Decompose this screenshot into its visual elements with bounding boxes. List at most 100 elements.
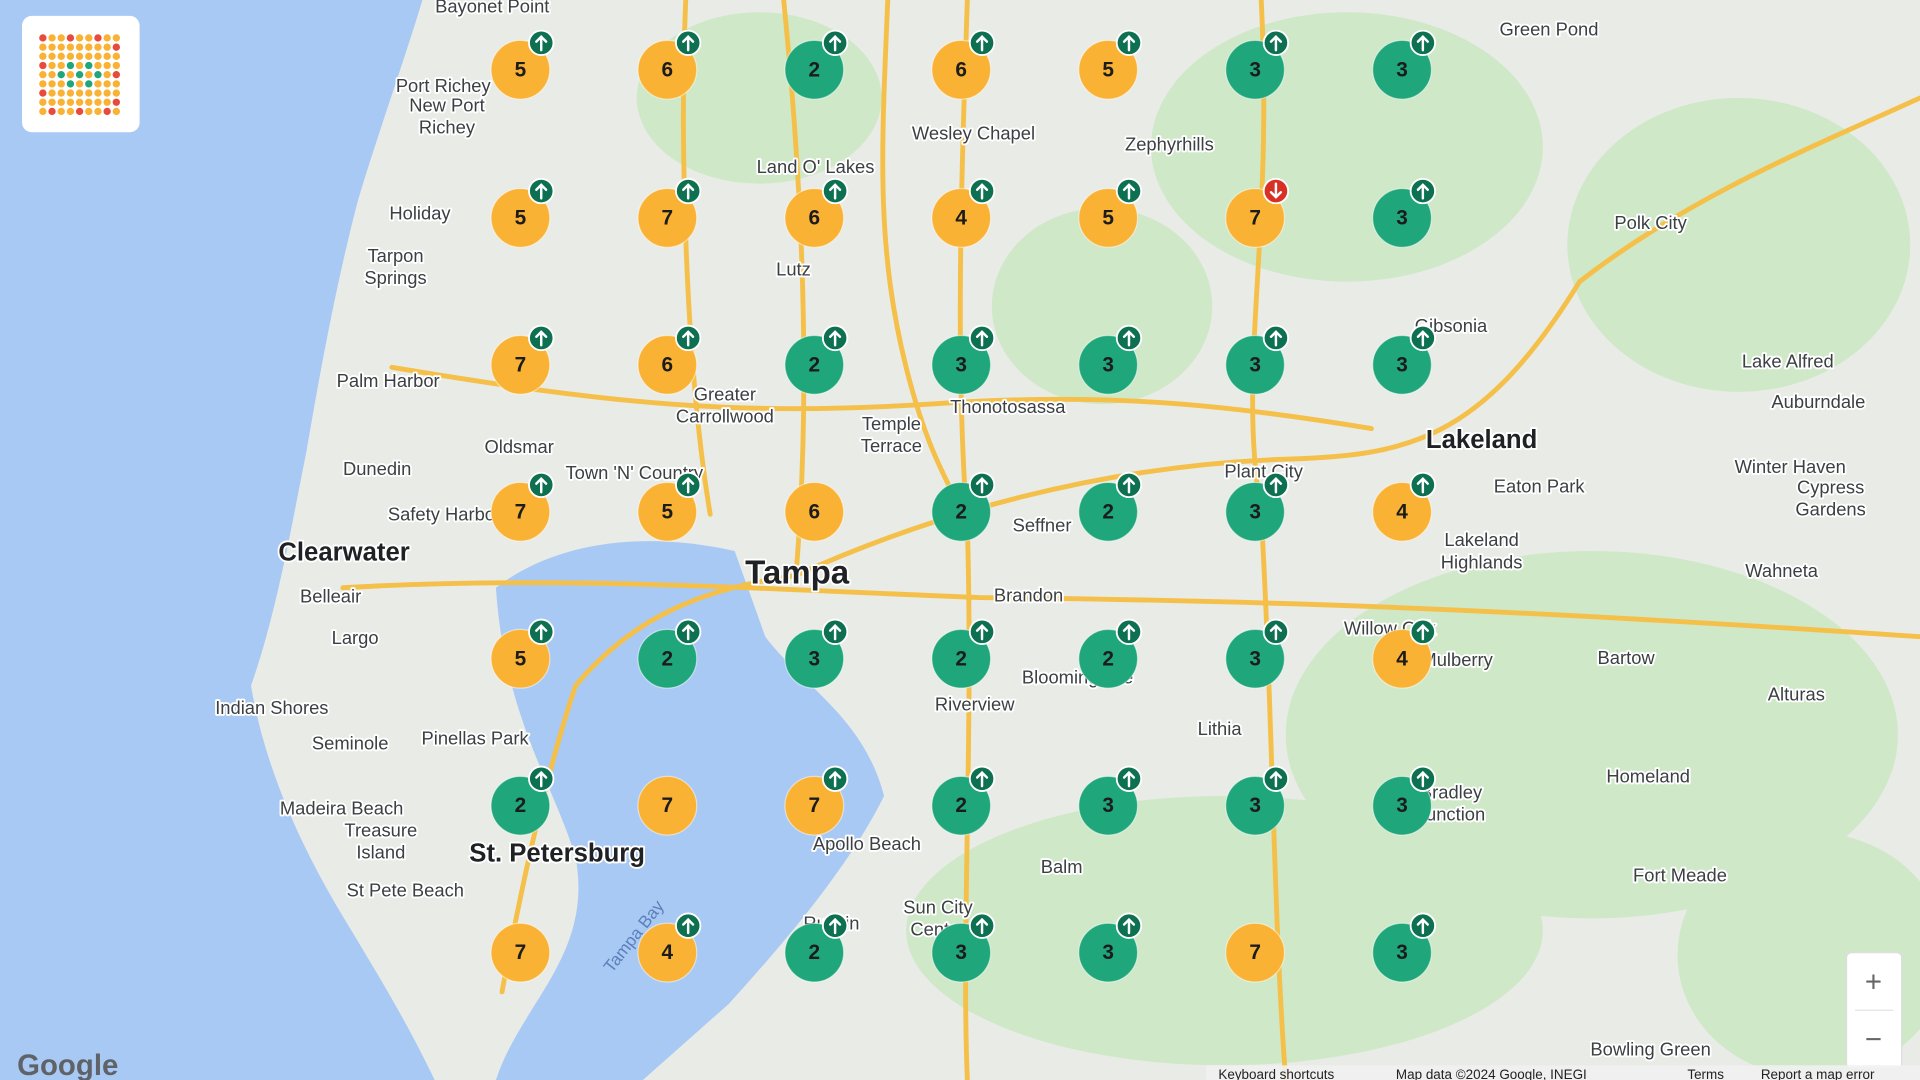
rank-label[interactable]: 2 xyxy=(515,794,527,817)
rank-label[interactable]: 4 xyxy=(955,206,967,229)
app-logo[interactable] xyxy=(22,15,140,133)
ranking-marker[interactable]: 3 xyxy=(1372,324,1437,395)
rank-label[interactable]: 2 xyxy=(808,941,820,964)
rank-label[interactable]: 2 xyxy=(955,647,967,670)
marker-pin[interactable] xyxy=(637,481,698,542)
ranking-marker[interactable]: 6 xyxy=(784,177,849,248)
marker-pin[interactable] xyxy=(637,775,698,836)
rank-label[interactable]: 3 xyxy=(1396,206,1408,229)
ranking-marker[interactable]: 5 xyxy=(490,29,555,100)
marker-pin[interactable] xyxy=(1372,922,1433,983)
ranking-marker[interactable]: 4 xyxy=(1372,471,1437,542)
rank-label[interactable]: 4 xyxy=(1396,647,1408,670)
rank-label[interactable]: 6 xyxy=(808,206,820,229)
ranking-marker[interactable]: 7 xyxy=(490,324,555,395)
rank-label[interactable]: 5 xyxy=(662,500,674,523)
ranking-marker[interactable]: 4 xyxy=(637,912,702,983)
marker-pin[interactable] xyxy=(931,628,992,689)
ranking-marker[interactable]: 7 xyxy=(1225,922,1286,983)
ranking-marker[interactable]: 2 xyxy=(931,765,996,836)
rank-label[interactable]: 3 xyxy=(808,647,820,670)
ranking-marker[interactable]: 7 xyxy=(784,765,849,836)
ranking-marker[interactable]: 7 xyxy=(490,471,555,542)
ranking-marker[interactable]: 7 xyxy=(637,177,702,248)
rank-label[interactable]: 7 xyxy=(1249,941,1261,964)
ranking-marker[interactable]: 3 xyxy=(1225,618,1290,689)
marker-pin[interactable] xyxy=(1225,187,1286,248)
ranking-marker[interactable]: 6 xyxy=(637,324,702,395)
attribution-link[interactable]: Keyboard shortcuts xyxy=(1218,1067,1334,1080)
marker-pin[interactable] xyxy=(637,39,698,100)
marker-pin[interactable] xyxy=(1078,775,1139,836)
marker-pin[interactable] xyxy=(1225,39,1286,100)
marker-pin[interactable] xyxy=(1225,922,1286,983)
ranking-marker[interactable]: 7 xyxy=(637,775,698,836)
ranking-marker[interactable]: 3 xyxy=(1225,29,1290,100)
attribution-link[interactable]: Terms xyxy=(1687,1067,1724,1080)
ranking-marker[interactable]: 3 xyxy=(1078,324,1143,395)
ranking-marker[interactable]: 2 xyxy=(490,765,555,836)
rank-label[interactable]: 6 xyxy=(955,58,967,81)
marker-pin[interactable] xyxy=(931,775,992,836)
rank-label[interactable]: 2 xyxy=(955,794,967,817)
ranking-marker[interactable]: 3 xyxy=(1078,912,1143,983)
marker-pin[interactable] xyxy=(1372,628,1433,689)
rank-label[interactable]: 3 xyxy=(1396,353,1408,376)
rank-label[interactable]: 6 xyxy=(662,353,674,376)
ranking-marker[interactable]: 4 xyxy=(1372,618,1437,689)
marker-pin[interactable] xyxy=(784,334,845,395)
marker-pin[interactable] xyxy=(784,628,845,689)
ranking-marker[interactable]: 5 xyxy=(637,471,702,542)
ranking-marker[interactable]: 7 xyxy=(1225,177,1290,248)
ranking-marker[interactable]: 3 xyxy=(1372,912,1437,983)
rank-label[interactable]: 3 xyxy=(1102,941,1114,964)
ranking-marker[interactable]: 7 xyxy=(490,922,551,983)
ranking-marker[interactable]: 3 xyxy=(784,618,849,689)
marker-pin[interactable] xyxy=(1225,334,1286,395)
ranking-marker[interactable]: 5 xyxy=(490,618,555,689)
zoom-out-button[interactable]: − xyxy=(1865,1023,1882,1056)
ranking-marker[interactable]: 2 xyxy=(931,471,996,542)
marker-pin[interactable] xyxy=(1372,39,1433,100)
rank-label[interactable]: 2 xyxy=(808,353,820,376)
rank-label[interactable]: 7 xyxy=(515,353,527,376)
ranking-marker[interactable]: 2 xyxy=(637,618,702,689)
marker-pin[interactable] xyxy=(784,922,845,983)
rank-label[interactable]: 7 xyxy=(1249,206,1261,229)
marker-pin[interactable] xyxy=(1225,481,1286,542)
rank-label[interactable]: 3 xyxy=(1249,58,1261,81)
rank-label[interactable]: 2 xyxy=(808,58,820,81)
ranking-marker[interactable]: 3 xyxy=(1372,765,1437,836)
marker-pin[interactable] xyxy=(490,775,551,836)
rank-label[interactable]: 7 xyxy=(515,941,527,964)
ranking-marker[interactable]: 2 xyxy=(1078,471,1143,542)
attribution-link[interactable]: Report a map error xyxy=(1761,1067,1875,1080)
rank-label[interactable]: 3 xyxy=(955,353,967,376)
marker-pin[interactable] xyxy=(490,187,551,248)
marker-pin[interactable] xyxy=(1078,628,1139,689)
rank-label[interactable]: 7 xyxy=(808,794,820,817)
ranking-marker[interactable]: 2 xyxy=(1078,618,1143,689)
marker-pin[interactable] xyxy=(1078,187,1139,248)
marker-pin[interactable] xyxy=(637,628,698,689)
rank-label[interactable]: 5 xyxy=(515,206,527,229)
marker-pin[interactable] xyxy=(637,187,698,248)
rank-label[interactable]: 3 xyxy=(1396,794,1408,817)
rank-label[interactable]: 3 xyxy=(1249,794,1261,817)
marker-pin[interactable] xyxy=(1372,334,1433,395)
ranking-marker[interactable]: 3 xyxy=(1372,177,1437,248)
marker-pin[interactable] xyxy=(490,922,551,983)
ranking-marker[interactable]: 6 xyxy=(784,481,845,542)
ranking-marker[interactable]: 5 xyxy=(490,177,555,248)
ranking-marker[interactable]: 3 xyxy=(1225,324,1290,395)
ranking-marker[interactable]: 6 xyxy=(931,29,996,100)
rank-label[interactable]: 5 xyxy=(1102,58,1114,81)
ranking-marker[interactable]: 6 xyxy=(637,29,702,100)
marker-pin[interactable] xyxy=(1225,628,1286,689)
marker-pin[interactable] xyxy=(490,628,551,689)
rank-label[interactable]: 3 xyxy=(1249,647,1261,670)
rank-label[interactable]: 7 xyxy=(662,794,674,817)
marker-pin[interactable] xyxy=(931,922,992,983)
marker-pin[interactable] xyxy=(1372,187,1433,248)
